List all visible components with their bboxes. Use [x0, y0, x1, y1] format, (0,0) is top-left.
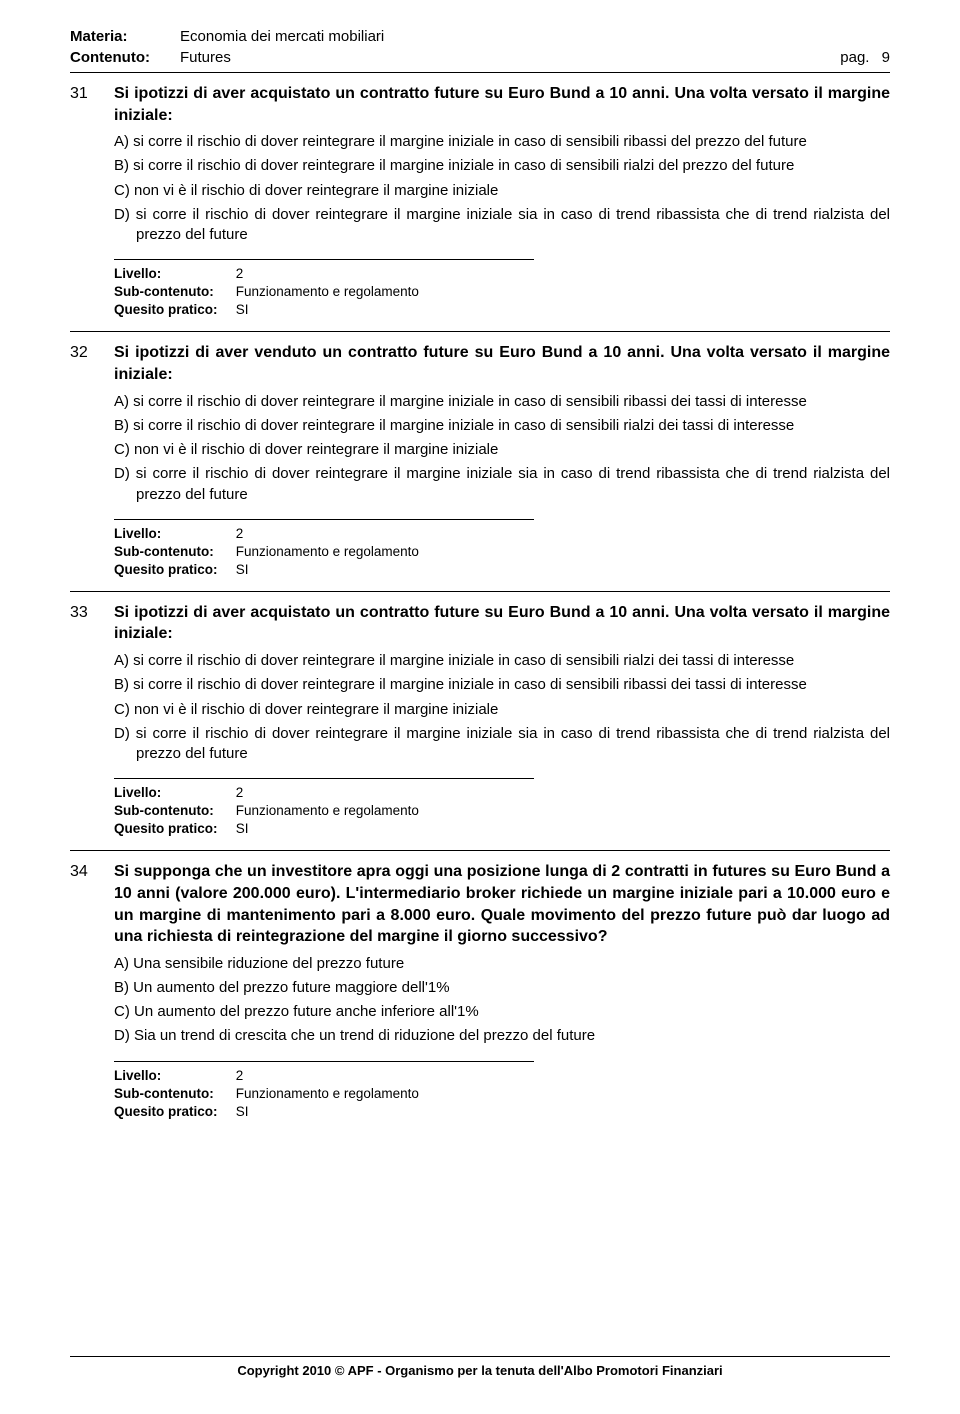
question-body: Si ipotizzi di aver venduto un contratto…	[114, 342, 890, 508]
answer-b: B) Un aumento del prezzo future maggiore…	[114, 978, 890, 998]
meta-divider	[114, 519, 534, 520]
answer-d: D) si corre il rischio di dover reintegr…	[114, 724, 890, 765]
pratico-value: SI	[236, 1104, 249, 1119]
meta-sub: Sub-contenuto: Funzionamento e regolamen…	[114, 803, 890, 818]
sub-label: Sub-contenuto:	[114, 544, 232, 559]
materia-label: Materia:	[70, 28, 180, 45]
answer-d: D) si corre il rischio di dover reintegr…	[114, 464, 890, 505]
pratico-label: Quesito pratico:	[114, 821, 232, 836]
livello-label: Livello:	[114, 526, 232, 541]
page-label: pag. 9	[840, 49, 890, 66]
livello-label: Livello:	[114, 266, 232, 281]
livello-value: 2	[236, 526, 244, 541]
pratico-value: SI	[236, 562, 249, 577]
answer-a: A) si corre il rischio di dover reintegr…	[114, 651, 890, 671]
answer-a: A) si corre il rischio di dover reintegr…	[114, 132, 890, 152]
sub-value: Funzionamento e regolamento	[236, 284, 419, 299]
answer-b: B) si corre il rischio di dover reintegr…	[114, 156, 890, 176]
question-34: 34 Si supponga che un investitore apra o…	[70, 861, 890, 1118]
question-text: Si ipotizzi di aver acquistato un contra…	[114, 602, 890, 645]
question-body: Si supponga che un investitore apra oggi…	[114, 861, 890, 1050]
livello-value: 2	[236, 266, 244, 281]
contenuto-label: Contenuto:	[70, 49, 180, 66]
sub-value: Funzionamento e regolamento	[236, 1086, 419, 1101]
question-row: 33 Si ipotizzi di aver acquistato un con…	[70, 602, 890, 768]
livello-value: 2	[236, 785, 244, 800]
meta-livello: Livello: 2	[114, 526, 890, 541]
pratico-value: SI	[236, 302, 249, 317]
question-row: 34 Si supponga che un investitore apra o…	[70, 861, 890, 1050]
question-divider	[70, 591, 890, 592]
sub-label: Sub-contenuto:	[114, 803, 232, 818]
meta-sub: Sub-contenuto: Funzionamento e regolamen…	[114, 544, 890, 559]
answer-c: C) Un aumento del prezzo future anche in…	[114, 1002, 890, 1022]
meta-pratico: Quesito pratico: SI	[114, 302, 890, 317]
question-number: 33	[70, 602, 114, 622]
meta-pratico: Quesito pratico: SI	[114, 821, 890, 836]
answer-a: A) Una sensibile riduzione del prezzo fu…	[114, 954, 890, 974]
question-33: 33 Si ipotizzi di aver acquistato un con…	[70, 602, 890, 836]
page: Materia: Economia dei mercati mobiliari …	[0, 0, 960, 1414]
question-number: 32	[70, 342, 114, 362]
sub-value: Funzionamento e regolamento	[236, 803, 419, 818]
question-row: 32 Si ipotizzi di aver venduto un contra…	[70, 342, 890, 508]
livello-value: 2	[236, 1068, 244, 1083]
question-number: 34	[70, 861, 114, 881]
question-body: Si ipotizzi di aver acquistato un contra…	[114, 83, 890, 249]
pratico-label: Quesito pratico:	[114, 1104, 232, 1119]
meta-livello: Livello: 2	[114, 266, 890, 281]
meta-block: Livello: 2 Sub-contenuto: Funzionamento …	[114, 519, 890, 577]
sub-label: Sub-contenuto:	[114, 1086, 232, 1101]
meta-block: Livello: 2 Sub-contenuto: Funzionamento …	[114, 259, 890, 317]
meta-pratico: Quesito pratico: SI	[114, 1104, 890, 1119]
answer-c: C) non vi è il rischio di dover reintegr…	[114, 181, 890, 201]
header-divider	[70, 72, 890, 73]
answer-a: A) si corre il rischio di dover reintegr…	[114, 392, 890, 412]
meta-block: Livello: 2 Sub-contenuto: Funzionamento …	[114, 778, 890, 836]
sub-value: Funzionamento e regolamento	[236, 544, 419, 559]
meta-livello: Livello: 2	[114, 1068, 890, 1083]
answer-b: B) si corre il rischio di dover reintegr…	[114, 416, 890, 436]
footer-copyright: Copyright 2010 © APF - Organismo per la …	[70, 1356, 890, 1378]
meta-block: Livello: 2 Sub-contenuto: Funzionamento …	[114, 1061, 890, 1119]
pratico-value: SI	[236, 821, 249, 836]
livello-label: Livello:	[114, 785, 232, 800]
livello-label: Livello:	[114, 1068, 232, 1083]
question-body: Si ipotizzi di aver acquistato un contra…	[114, 602, 890, 768]
question-number: 31	[70, 83, 114, 103]
question-31: 31 Si ipotizzi di aver acquistato un con…	[70, 83, 890, 317]
meta-sub: Sub-contenuto: Funzionamento e regolamen…	[114, 284, 890, 299]
contenuto-value: Futures	[180, 49, 840, 66]
question-divider	[70, 331, 890, 332]
meta-livello: Livello: 2	[114, 785, 890, 800]
sub-label: Sub-contenuto:	[114, 284, 232, 299]
header-contenuto-row: Contenuto: Futures pag. 9	[70, 49, 890, 66]
materia-value: Economia dei mercati mobiliari	[180, 28, 890, 45]
pratico-label: Quesito pratico:	[114, 302, 232, 317]
question-text: Si ipotizzi di aver acquistato un contra…	[114, 83, 890, 126]
answer-c: C) non vi è il rischio di dover reintegr…	[114, 440, 890, 460]
answer-c: C) non vi è il rischio di dover reintegr…	[114, 700, 890, 720]
question-text: Si supponga che un investitore apra oggi…	[114, 861, 890, 947]
question-divider	[70, 850, 890, 851]
answer-d: D) Sia un trend di crescita che un trend…	[114, 1026, 890, 1046]
meta-divider	[114, 259, 534, 260]
meta-pratico: Quesito pratico: SI	[114, 562, 890, 577]
question-32: 32 Si ipotizzi di aver venduto un contra…	[70, 342, 890, 576]
meta-divider	[114, 1061, 534, 1062]
pratico-label: Quesito pratico:	[114, 562, 232, 577]
page-number: 9	[882, 49, 890, 66]
meta-divider	[114, 778, 534, 779]
header-materia-row: Materia: Economia dei mercati mobiliari	[70, 28, 890, 45]
meta-sub: Sub-contenuto: Funzionamento e regolamen…	[114, 1086, 890, 1101]
question-text: Si ipotizzi di aver venduto un contratto…	[114, 342, 890, 385]
answer-b: B) si corre il rischio di dover reintegr…	[114, 675, 890, 695]
page-label-text: pag.	[840, 49, 869, 66]
question-row: 31 Si ipotizzi di aver acquistato un con…	[70, 83, 890, 249]
answer-d: D) si corre il rischio di dover reintegr…	[114, 205, 890, 246]
